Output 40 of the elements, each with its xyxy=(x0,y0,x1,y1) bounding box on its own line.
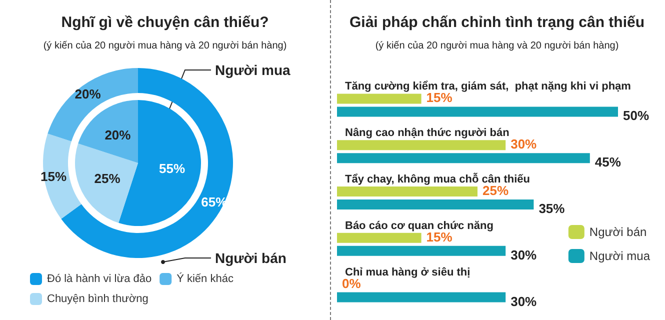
y-tick-label: Báo cáo cơ quan chức năng xyxy=(345,220,494,232)
data-label: 55% xyxy=(159,160,186,176)
data-label: 25% xyxy=(94,171,121,186)
data-label: 30% xyxy=(510,247,538,262)
bar xyxy=(337,153,590,164)
data-label: 15% xyxy=(426,229,453,244)
data-label: 15% xyxy=(426,90,453,106)
legend-label: Chuyện bình thường xyxy=(47,293,148,305)
bar xyxy=(337,200,534,210)
data-label: 20% xyxy=(74,86,102,102)
chart-title: Giải pháp chấn chỉnh tình trạng cân thiếu xyxy=(349,14,645,31)
slice-label: Người mua xyxy=(215,62,291,78)
bar xyxy=(337,140,506,150)
data-label: 30% xyxy=(510,294,538,309)
data-label: 15% xyxy=(40,168,67,184)
chart-subtitle: (ý kiến của 20 người mua hàng và 20 người bán hàng) xyxy=(43,40,287,52)
bar xyxy=(337,94,422,104)
legend-label: Người bán xyxy=(589,225,647,239)
data-label: 35% xyxy=(538,201,566,216)
data-label: 45% xyxy=(594,154,622,170)
y-tick-label: Tăng cường kiểm tra, giám sát, phạt nặng khi vi phạm xyxy=(345,80,632,93)
slice-label: Người bán xyxy=(215,250,286,266)
bar xyxy=(337,232,422,243)
legend-label: Ý kiến khác xyxy=(176,272,234,285)
data-label: 0% xyxy=(342,276,362,291)
data-label: 25% xyxy=(482,183,509,198)
y-tick-label: Tẩy chay, không mua chỗ cân thiếu xyxy=(345,172,530,186)
bar xyxy=(337,292,506,302)
data-label: 50% xyxy=(623,108,650,124)
bar xyxy=(337,106,618,117)
bar xyxy=(337,246,506,256)
y-tick-label: Chỉ mua hàng ở siêu thị xyxy=(345,266,470,278)
legend-label: Người mua xyxy=(589,249,650,263)
y-tick-label: Nâng cao nhận thức người bán xyxy=(345,127,510,140)
chart-subtitle: (ý kiến của 20 người mua hàng và 20 người bán hàng) xyxy=(375,40,619,52)
data-label: 20% xyxy=(104,128,132,143)
data-label: 30% xyxy=(510,136,538,152)
bar xyxy=(337,186,478,196)
legend-label: Đó là hành vi lừa đảo xyxy=(47,273,152,285)
chart-title: Nghĩ gì về chuyện cân thiếu? xyxy=(61,14,269,31)
